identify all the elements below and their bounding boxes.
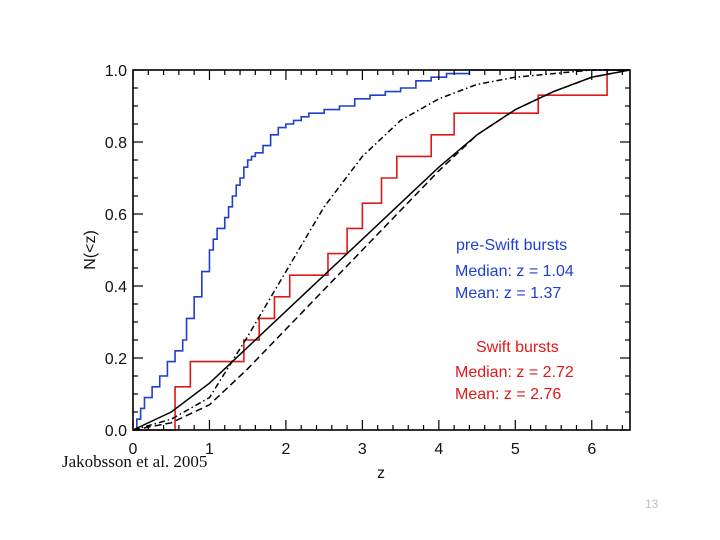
x-tick-label: 1 bbox=[205, 441, 214, 458]
legend-swift-title: Swift bursts bbox=[476, 339, 559, 356]
legend-swift-mean: Mean: z = 2.76 bbox=[455, 386, 561, 403]
x-axis-label: z bbox=[377, 465, 385, 482]
x-tick-label: 5 bbox=[511, 441, 520, 458]
legend-swift: Swift bursts Median: z = 2.72 Mean: z = … bbox=[455, 339, 574, 403]
legend-pre-swift-title: pre-Swift bursts bbox=[456, 237, 567, 254]
x-tick-label: 2 bbox=[281, 441, 290, 458]
x-tick-label: 6 bbox=[587, 441, 596, 458]
citation-caption: Jakobsson et al. 2005 bbox=[62, 452, 208, 471]
y-axis-label: N(<z) bbox=[82, 230, 99, 270]
page-number: 13 bbox=[645, 497, 659, 511]
y-tick-label: 0.6 bbox=[105, 207, 127, 224]
y-tick-label: 0.4 bbox=[105, 279, 127, 296]
legend-swift-median: Median: z = 2.72 bbox=[455, 364, 574, 381]
x-tick-label: 3 bbox=[358, 441, 367, 458]
y-tick-label: 0.2 bbox=[105, 351, 127, 368]
x-tick-label: 4 bbox=[434, 441, 443, 458]
legend-pre-swift-median: Median: z = 1.04 bbox=[455, 263, 574, 280]
series-layer bbox=[132, 69, 631, 431]
y-tick-label: 0.0 bbox=[105, 423, 127, 440]
series-model-dash-dot bbox=[132, 69, 630, 431]
x-tick-label: 0 bbox=[129, 441, 138, 458]
legend-pre-swift: pre-Swift bursts Median: z = 1.04 Mean: … bbox=[455, 237, 574, 302]
ticks-layer: 0 1 2 3 4 5 6 0.0 0.2 0.4 0.6 0.8 1.0 bbox=[105, 63, 630, 458]
series-pre-swift-bursts bbox=[133, 69, 630, 431]
y-tick-label: 1.0 bbox=[105, 63, 127, 80]
y-tick-label: 0.8 bbox=[105, 135, 127, 152]
series-model-dashed bbox=[132, 69, 631, 431]
legend-pre-swift-mean: Mean: z = 1.37 bbox=[455, 285, 561, 302]
